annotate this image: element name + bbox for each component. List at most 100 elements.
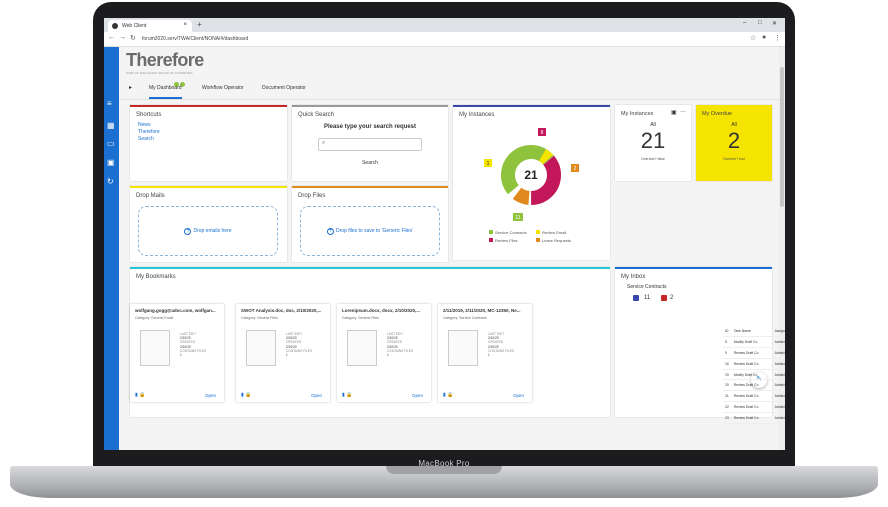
save-icon[interactable]: ▣ bbox=[107, 158, 115, 167]
browser-tab[interactable]: Web Client × bbox=[108, 20, 192, 32]
edit-card-icon[interactable]: ▣ bbox=[671, 110, 677, 116]
bookmark-card[interactable]: 2/11/2019, 2/11/2020, MC-12350, Ne... Ca… bbox=[438, 304, 532, 402]
minimize-icon[interactable]: – bbox=[743, 20, 747, 26]
bookmark-title: Lorenipsum.docx, docx, 2/10/2020,... bbox=[342, 308, 421, 313]
inbox-cell: Administrator, F bbox=[772, 379, 785, 392]
open-link[interactable]: Open bbox=[204, 393, 216, 398]
lock-icon[interactable]: 🔒 bbox=[447, 392, 454, 398]
bookmark-category: Category: Generic Files bbox=[241, 316, 278, 320]
bookmark-card[interactable]: wolfgang.gogg@adoc.com, wolfgan... Categ… bbox=[130, 304, 224, 402]
drop-files-panel: Drop Files + Drop files to save to 'Gener… bbox=[292, 186, 448, 262]
new-tab-icon[interactable]: + bbox=[197, 20, 202, 29]
bookmark-icon[interactable]: ▮ 🔒 bbox=[135, 392, 146, 398]
account-icon[interactable]: ● bbox=[762, 34, 767, 41]
search-button[interactable]: Search bbox=[362, 160, 378, 166]
created-label: CREATED bbox=[387, 340, 402, 345]
scroll-thumb[interactable] bbox=[780, 67, 784, 207]
maximize-icon[interactable]: □ bbox=[758, 20, 762, 26]
back-icon[interactable]: ← bbox=[108, 34, 115, 41]
inbox-column-header[interactable]: ID bbox=[723, 326, 732, 338]
inbox-cell: Administrator bbox=[772, 369, 785, 381]
bookmark-category: Category: Service Contracts bbox=[443, 316, 487, 320]
legend-leave-requests: Leave Requests bbox=[542, 238, 571, 243]
left-sidebar: ≡ ▦ ▭ ▣ ↻ bbox=[104, 47, 119, 450]
address-bar: ← → ↻ forum2020.serv/TWA/Client/NONA/#/d… bbox=[104, 32, 785, 47]
document-thumbnail[interactable] bbox=[140, 330, 170, 366]
shortcut-search-link[interactable]: Search bbox=[138, 136, 154, 142]
reload-icon[interactable]: ↻ bbox=[130, 35, 136, 42]
lock-icon[interactable]: 🔒 bbox=[346, 392, 353, 398]
created-value: 2/10/20 bbox=[387, 344, 398, 349]
expand-tabs-icon[interactable]: ▸ bbox=[129, 85, 133, 91]
search-input[interactable]: ⌕ bbox=[318, 138, 422, 151]
browser-menu-icon[interactable]: ⋮ bbox=[774, 35, 781, 42]
page-scrollbar[interactable] bbox=[779, 47, 785, 450]
label-box-green bbox=[513, 213, 523, 221]
inbox-cell: Review Draft Co bbox=[731, 401, 773, 413]
donut-total: 21 bbox=[524, 168, 538, 182]
files-label: CONTAINS FILES bbox=[180, 348, 206, 353]
bookmark-icon[interactable]: ▮ 🔒 bbox=[241, 392, 252, 398]
lock-icon[interactable]: 🔒 bbox=[139, 392, 146, 398]
bookmark-card[interactable]: SWOT Analysis.doc, doc, 2/10/2020,... Ca… bbox=[236, 304, 330, 402]
window-close-icon[interactable]: ✕ bbox=[772, 21, 778, 27]
star-icon[interactable]: ☆ bbox=[750, 35, 757, 42]
inbox-column-header[interactable]: Task Name bbox=[731, 326, 773, 338]
label-box-orange bbox=[571, 164, 579, 172]
folder-icon[interactable]: ▭ bbox=[107, 139, 115, 148]
tab-document-operator[interactable]: Document Operator bbox=[262, 85, 306, 91]
created-value: 2/10/20 bbox=[488, 344, 499, 349]
more-options-icon[interactable]: … bbox=[680, 108, 686, 114]
bookmark-title: SWOT Analysis.doc, doc, 2/10/2020,... bbox=[241, 308, 322, 313]
shortcut-therefore-link[interactable]: Therefore bbox=[138, 129, 160, 135]
inbox-cell: 23 bbox=[723, 412, 732, 424]
panel-title: Drop Mails bbox=[136, 193, 165, 199]
open-link[interactable]: Open bbox=[512, 393, 524, 398]
instances-count-card[interactable]: My Instances ▣ … All 21 Overdue? false bbox=[615, 105, 691, 181]
menu-icon[interactable]: ≡ bbox=[107, 99, 112, 108]
inbox-cell: Modify Draft Co bbox=[731, 369, 773, 381]
inbox-column-header[interactable]: Assigned To bbox=[772, 326, 785, 338]
inbox-cell: Review Draft Co bbox=[731, 347, 773, 359]
card-count: 21 bbox=[640, 128, 666, 153]
bookmark-icon[interactable]: ▮ 🔒 bbox=[342, 392, 353, 398]
screen: Web Client × + – □ ✕ ← → ↻ forum2020.ser… bbox=[104, 18, 785, 450]
badge-b-count: 2 bbox=[670, 295, 674, 301]
refresh-icon[interactable]: ↻ bbox=[107, 177, 114, 186]
logo-dots-icon bbox=[174, 71, 186, 92]
bookmark-card[interactable]: Lorenipsum.docx, docx, 2/10/2020,... Cat… bbox=[337, 304, 431, 402]
document-thumbnail[interactable] bbox=[347, 330, 377, 366]
bookmark-icon[interactable]: ▮ 🔒 bbox=[443, 392, 454, 398]
bookmark-meta: LAST EDIT 2/10/20 CREATED 2/10/20 CONTAINS… bbox=[286, 332, 312, 357]
dashboard-icon[interactable]: ▦ bbox=[107, 121, 115, 130]
panel-title: Quick Search bbox=[298, 112, 335, 118]
created-label: CREATED bbox=[488, 340, 503, 345]
drop-files-zone[interactable]: + Drop files to save to 'Generic Files' bbox=[300, 206, 440, 256]
inbox-cell: 20 bbox=[723, 379, 732, 392]
tab-my-dashboard[interactable]: My Dashboard bbox=[149, 85, 182, 99]
close-tab-icon[interactable]: × bbox=[183, 22, 187, 28]
created-value: 2/10/20 bbox=[286, 344, 297, 349]
url-field[interactable]: forum2020.serv/TWA/Client/NONA/#/dashboa… bbox=[142, 36, 249, 42]
overdue-count-card[interactable]: My Overdue All 2 Overdue? true bbox=[696, 105, 772, 181]
dashboard-tabs bbox=[119, 80, 779, 100]
document-thumbnail[interactable] bbox=[246, 330, 276, 366]
donut-yellow[interactable] bbox=[500, 144, 563, 207]
document-thumbnail[interactable] bbox=[448, 330, 478, 366]
open-link[interactable]: Open bbox=[411, 393, 423, 398]
bookmark-category: Category: Generic Email bbox=[135, 316, 174, 320]
drop-emails-zone[interactable]: + Drop emails here bbox=[138, 206, 278, 256]
open-link[interactable]: Open bbox=[310, 393, 322, 398]
forward-icon[interactable]: → bbox=[119, 34, 126, 41]
lock-icon[interactable]: 🔒 bbox=[245, 392, 252, 398]
tab-workflow-operator[interactable]: Workflow Operator bbox=[202, 85, 244, 91]
shortcut-news-link[interactable]: News bbox=[138, 122, 151, 128]
